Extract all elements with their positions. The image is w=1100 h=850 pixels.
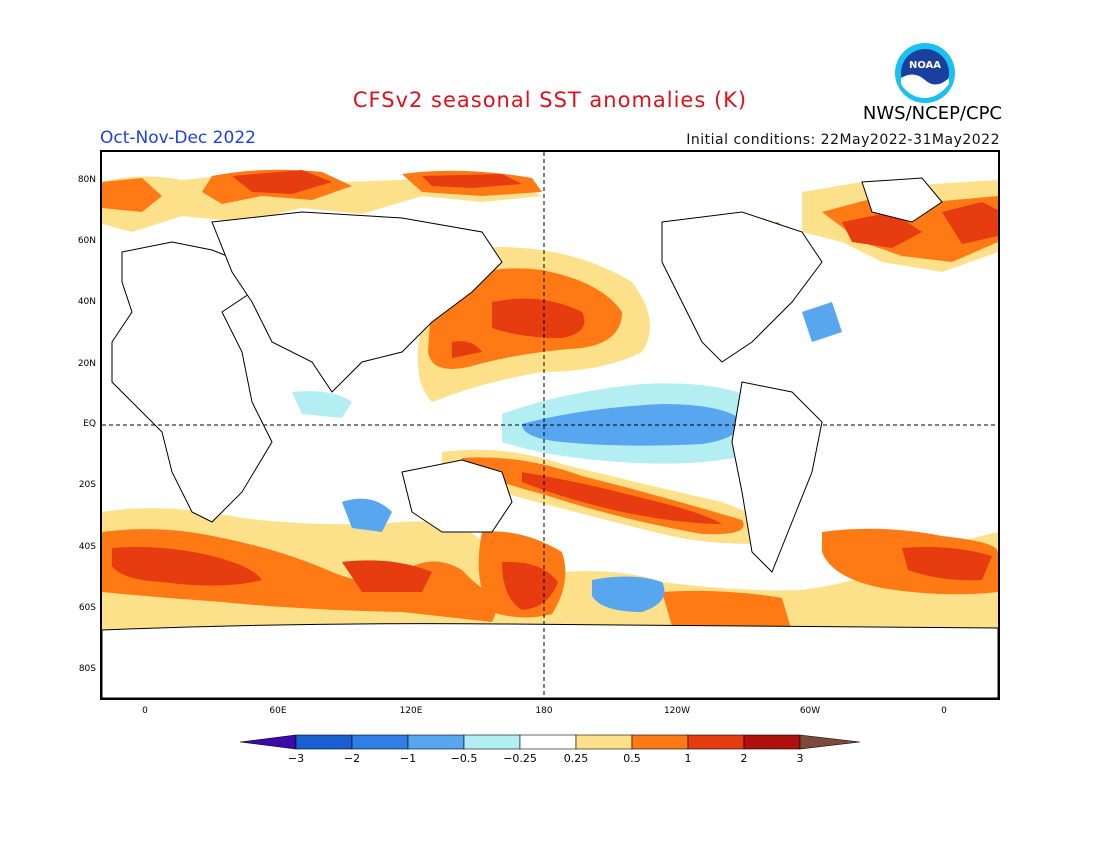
lon-label-0: 0 [142, 706, 148, 716]
colorbar-label-2: 2 [740, 752, 748, 765]
lon-label-0-east: 0 [941, 706, 947, 716]
colorbar-label-025: 0.25 [563, 752, 589, 765]
map-canvas [102, 152, 998, 698]
lon-label-120w: 120W [663, 706, 691, 716]
colorbar-swatch-below-neg3 [240, 734, 297, 750]
lat-label-60n: 60N [77, 236, 96, 246]
lon-label-180: 180 [535, 706, 553, 716]
colorbar-swatch-neg2-neg1 [351, 734, 409, 750]
lat-label-20n: 20N [77, 359, 96, 369]
colorbar-label-1: 1 [684, 752, 692, 765]
lat-label-80n: 80N [77, 175, 96, 185]
colorbar-swatch-above-3 [799, 734, 861, 750]
colorbar-label-neg1: −1 [399, 752, 417, 765]
sst-anomaly-map [100, 150, 1000, 700]
lat-label-40n: 40N [77, 297, 96, 307]
colorbar [240, 734, 861, 750]
noaa-logo-icon: NOAA [895, 43, 955, 103]
colorbar-swatch-1-2 [687, 734, 745, 750]
colorbar-swatch-neg05-neg025 [463, 734, 521, 750]
colorbar-label-neg025: −0.25 [503, 752, 537, 765]
lon-label-60w: 60W [799, 706, 821, 716]
svg-text:NOAA: NOAA [909, 60, 941, 71]
agency-label: NWS/NCEP/CPC [862, 103, 1002, 124]
colorbar-swatch-2-3 [743, 734, 801, 750]
initial-conditions: Initial conditions: 22May2022-31May2022 [686, 132, 1000, 148]
colorbar-label-neg2: −2 [343, 752, 361, 765]
colorbar-label-3: 3 [796, 752, 804, 765]
colorbar-swatch-neg1-neg05 [407, 734, 465, 750]
forecast-period: Oct-Nov-Dec 2022 [100, 128, 256, 148]
colorbar-swatch-neg3-neg2 [295, 734, 353, 750]
colorbar-label-05: 0.5 [623, 752, 641, 765]
colorbar-swatch-025-05 [575, 734, 633, 750]
lat-label-60s: 60S [78, 603, 96, 613]
lat-label-20s: 20S [78, 480, 96, 490]
lat-label-40s: 40S [78, 542, 96, 552]
colorbar-label-neg05: −0.5 [450, 752, 478, 765]
lat-label-80s: 80S [78, 664, 96, 674]
lon-label-120e: 120E [399, 706, 423, 716]
colorbar-swatch-05-1 [631, 734, 689, 750]
lon-label-60e: 60E [269, 706, 287, 716]
lat-label-eq: EQ [83, 419, 96, 429]
colorbar-label-neg3: −3 [287, 752, 305, 765]
colorbar-swatch-neutral [519, 734, 577, 750]
map-title: CFSv2 seasonal SST anomalies (K) [352, 88, 748, 112]
